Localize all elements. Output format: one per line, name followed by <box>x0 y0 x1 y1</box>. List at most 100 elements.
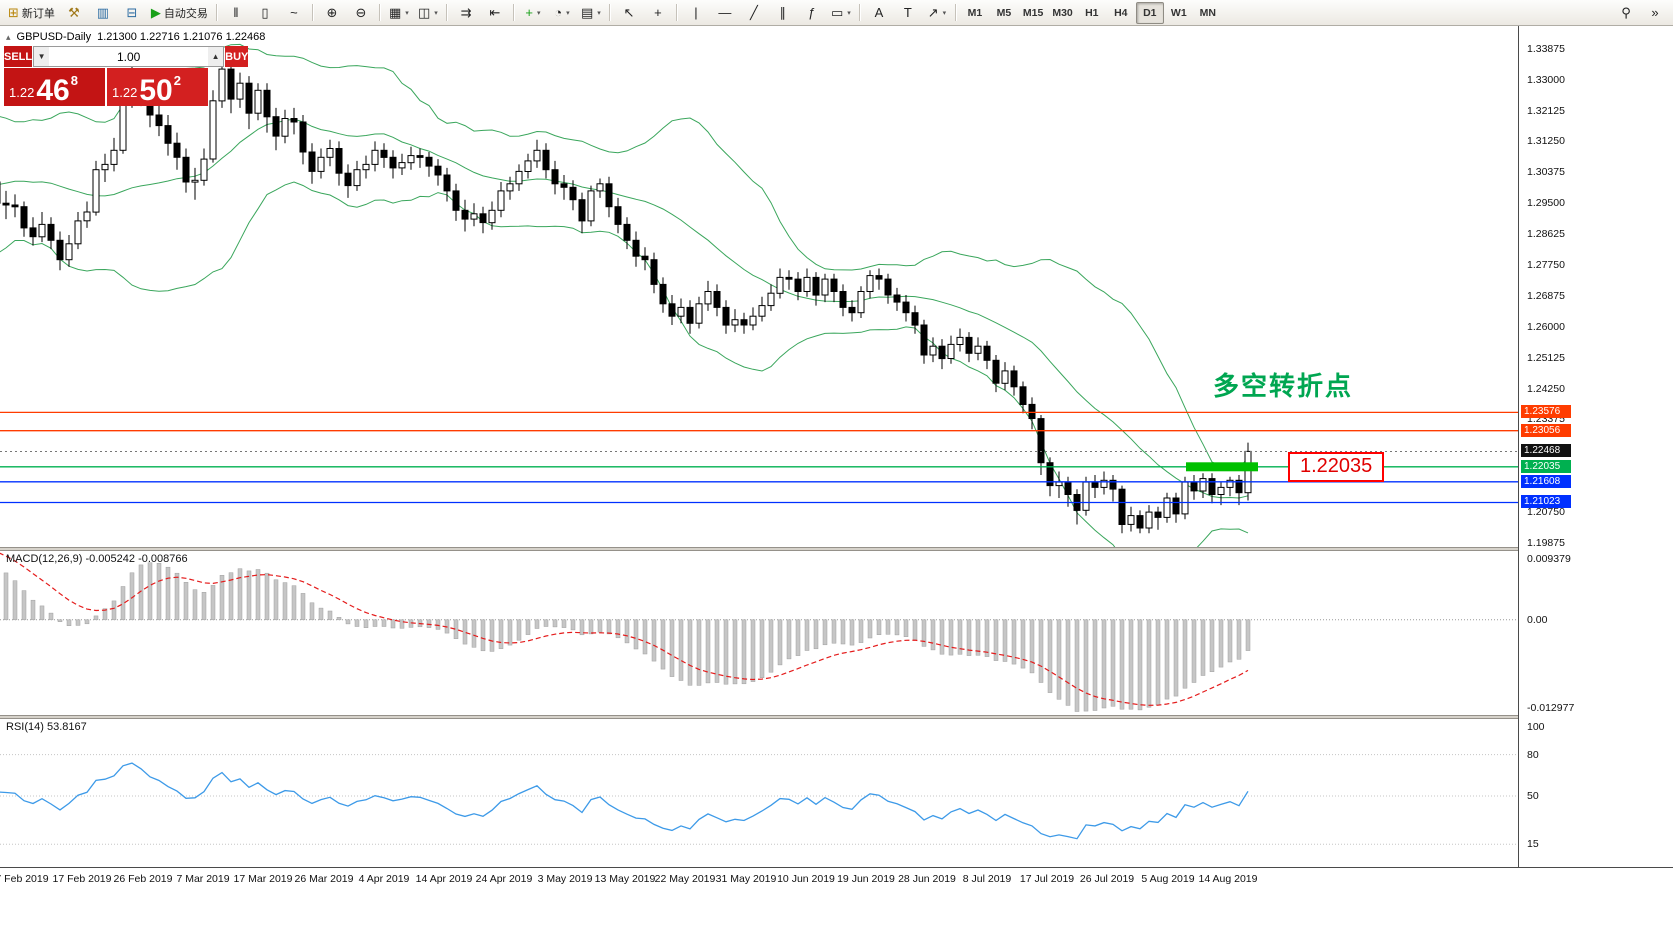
chevron-down-icon: ▾ <box>847 9 851 17</box>
horizontal-lines[interactable] <box>0 411 1518 504</box>
navigator-button[interactable]: ⊟ <box>118 2 146 24</box>
profiles-icon: ◫ <box>418 5 431 20</box>
zoom-in-icon: ⊕ <box>326 5 338 20</box>
collapse-arrow-icon[interactable]: ▴ <box>6 31 11 42</box>
shapes-button[interactable]: ▭ ▾ <box>827 2 855 24</box>
rsi-axis-tick: 15 <box>1527 838 1539 850</box>
metaeditor-button[interactable]: ⚒ <box>60 2 88 24</box>
current-price-tag: 1.22468 <box>1521 444 1571 457</box>
chart-shift-icon: ⇤ <box>489 5 501 20</box>
rsi-axis-tick: 100 <box>1527 721 1545 733</box>
date-axis-label: 7 Feb 2019 <box>0 873 49 885</box>
market-watch-icon: ▥ <box>96 5 110 20</box>
fibonacci-button[interactable]: ƒ <box>798 2 826 24</box>
volume-increment-button[interactable]: ▲ <box>208 47 224 66</box>
sell-button[interactable]: SELL <box>4 46 33 67</box>
rsi-axis-tick: 80 <box>1527 749 1539 761</box>
autotrading-button[interactable]: ▶ 自动交易 <box>147 2 212 24</box>
tf-d1-button[interactable]: D1 <box>1135 1 1164 24</box>
rsi-panel[interactable] <box>0 719 1518 867</box>
trendline-button[interactable]: ╱ <box>740 2 768 24</box>
volume-input[interactable] <box>49 47 209 66</box>
tf-w1-button[interactable]: W1 <box>1165 2 1193 24</box>
horizontal-line-button[interactable]: — <box>711 2 739 24</box>
templates-button[interactable]: ▤ ▾ <box>577 2 605 24</box>
toolbar-separator <box>311 4 314 21</box>
price-axis[interactable]: 1.33875 1.33000 1.32125 1.31250 1.30375 1.295… <box>1519 26 1673 867</box>
chevron-down-icon: ▾ <box>597 9 601 17</box>
tf-mn-button[interactable]: MN <box>1194 2 1222 24</box>
text-icon: A <box>874 5 884 20</box>
volume-decrement-button[interactable]: ▼ <box>34 47 50 66</box>
panel-splitter-rsi[interactable] <box>0 715 1673 719</box>
arrow-tool-button[interactable]: ↗ ▾ <box>923 2 951 24</box>
vertical-line-button[interactable]: | <box>682 2 710 24</box>
chevron-down-icon: ▾ <box>942 9 947 17</box>
bars-mode-button[interactable]: ‖ <box>222 2 250 24</box>
price-axis-tick: 1.29500 <box>1527 197 1565 209</box>
macd-panel[interactable] <box>0 551 1518 715</box>
buy-button[interactable]: BUY <box>225 46 249 67</box>
date-axis-label: 19 Jun 2019 <box>837 873 895 885</box>
date-axis-label: 10 Jun 2019 <box>777 873 835 885</box>
search-button[interactable]: ⚲ <box>1612 2 1640 24</box>
chevron-down-icon: ▾ <box>434 9 438 17</box>
zoom-in-button[interactable]: ⊕ <box>318 2 346 24</box>
one-click-trade-panel: SELL ▼ ▲ BUY 1.22 46 8 1.22 50 2 <box>4 46 249 106</box>
horizontal-line-icon: — <box>718 5 732 20</box>
new-order-icon: ⊞ <box>8 5 19 20</box>
tf-h4-button[interactable]: H4 <box>1107 2 1135 24</box>
new-chart-button[interactable]: ▦ ▾ <box>385 2 413 24</box>
chart-shift-button[interactable]: ⇤ <box>481 2 509 24</box>
toolbar-separator <box>215 4 218 21</box>
turning-point-annotation[interactable]: 多空转折点 <box>1213 371 1354 401</box>
auto-scroll-button[interactable]: ⇉ <box>452 2 480 24</box>
tf-h1-button[interactable]: H1 <box>1078 2 1106 24</box>
toolbar: ⊞ 新订单 ⚒ ▥ ⊟ ▶ 自动交易 ‖ ▯ ~ ⊕ ⊖ ▦ ▾ ◫ ▾ ⇉ ⇤ + ▾ ◔ ▾ ▤ ▾ ↖ + | — ╱ ∥ ƒ ▭ ▾ A T… <box>0 0 1673 26</box>
market-watch-button[interactable]: ▥ <box>89 2 117 24</box>
sell-price-prefix: 1.22 <box>9 85 35 100</box>
profiles-button[interactable]: ◫ ▾ <box>414 2 442 24</box>
sell-price-button[interactable]: 1.22 46 8 <box>4 68 105 106</box>
date-axis-label: 28 Jun 2019 <box>898 873 956 885</box>
periods-button[interactable]: ◔ ▾ <box>548 2 576 24</box>
date-axis-label: 14 Aug 2019 <box>1198 873 1258 885</box>
tf-m1-button[interactable]: M1 <box>961 2 989 24</box>
text-label-button[interactable]: T <box>894 2 922 24</box>
shapes-icon: ▭ <box>831 5 844 20</box>
toolbar-separator <box>445 4 448 21</box>
price-tag: 1.22035 <box>1521 460 1571 473</box>
main-chart[interactable] <box>0 26 1518 547</box>
panel-splitter-macd[interactable] <box>0 547 1673 551</box>
price-axis-tick: 1.24250 <box>1527 383 1565 395</box>
tf-m30-button[interactable]: M30 <box>1048 2 1076 24</box>
text-button[interactable]: A <box>865 2 893 24</box>
date-axis-label: 24 Apr 2019 <box>475 873 533 885</box>
arrow-tool-icon: ↗ <box>927 5 939 20</box>
cursor-button[interactable]: ↖ <box>615 2 643 24</box>
new-chart-icon: ▦ <box>389 5 402 20</box>
price-axis-tick: 1.33000 <box>1527 74 1565 86</box>
zoom-out-button[interactable]: ⊖ <box>347 2 375 24</box>
toolbar-overflow-button[interactable]: » <box>1641 2 1669 24</box>
price-axis-tick: 1.28625 <box>1527 228 1565 240</box>
indicators-button[interactable]: + ▾ <box>519 2 547 24</box>
crosshair-button[interactable]: + <box>644 2 672 24</box>
tf-m15-button[interactable]: M15 <box>1019 2 1047 24</box>
tf-m5-label: M5 <box>996 6 1012 19</box>
equidistant-channel-button[interactable]: ∥ <box>769 2 797 24</box>
price-tag: 1.21608 <box>1521 475 1571 488</box>
tf-m5-button[interactable]: M5 <box>990 2 1018 24</box>
date-axis[interactable]: 7 Feb 2019 17 Feb 2019 26 Feb 2019 7 Mar 20… <box>0 868 1518 890</box>
highlight-zone[interactable] <box>1186 462 1258 472</box>
tf-h4-label: H4 <box>1114 6 1128 19</box>
templates-icon: ▤ <box>581 5 594 20</box>
macd-axis-tick: -0.012977 <box>1527 702 1575 714</box>
new-order-button[interactable]: ⊞ 新订单 <box>4 2 59 24</box>
buy-price-button[interactable]: 1.22 50 2 <box>107 68 208 106</box>
candles-mode-button[interactable]: ▯ <box>251 2 279 24</box>
buy-price-big: 50 <box>139 73 173 107</box>
bars-mode-icon: ‖ <box>233 5 239 20</box>
line-mode-button[interactable]: ~ <box>280 2 308 24</box>
price-callout-box[interactable]: 1.22035 <box>1288 452 1385 482</box>
